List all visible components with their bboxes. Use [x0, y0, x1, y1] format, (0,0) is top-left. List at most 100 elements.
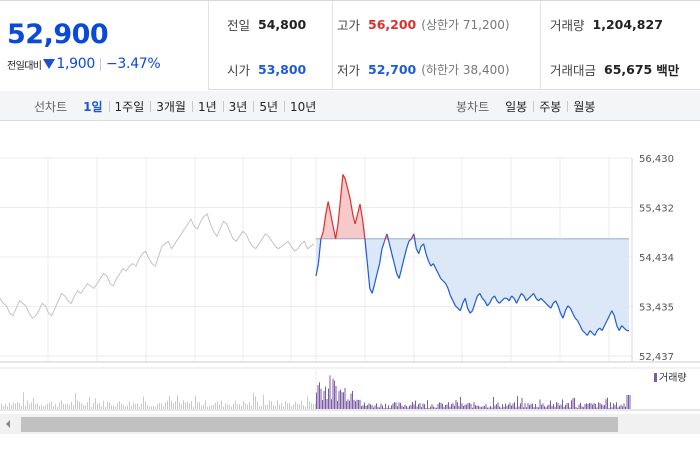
- volume-bar-today: [380, 403, 382, 409]
- tab-3year[interactable]: 3년: [222, 98, 254, 115]
- tab-1week[interactable]: 1주일: [108, 98, 151, 115]
- volume-bar-today: [436, 407, 437, 409]
- volume-bar-prev: [103, 400, 104, 409]
- volume-bar-prev: [89, 397, 90, 409]
- volume-legend: 거래량: [654, 372, 687, 384]
- volume-bar-today: [443, 407, 445, 409]
- down-triangle-icon: [43, 59, 56, 69]
- upper-limit: (상한가 71,200): [421, 17, 510, 32]
- volume-bar-prev: [5, 403, 6, 409]
- tab-weekly-candle[interactable]: 주봉: [533, 98, 567, 115]
- volume-bar-prev: [139, 406, 140, 409]
- volume-bar-today: [584, 404, 586, 409]
- volume-bar-prev: [219, 404, 220, 409]
- volume-bar-today: [488, 407, 490, 409]
- volume-bar-today: [629, 395, 631, 409]
- volume-bar-prev: [3, 406, 4, 409]
- volume-bar-prev: [129, 401, 130, 409]
- volume-bar-today: [388, 405, 389, 409]
- price-chart-svg: 56,430 55,432 54,434 53,435 52,437 거래량: [0, 154, 700, 434]
- volume-bar-today: [397, 406, 398, 409]
- volume-bar-today: [593, 403, 595, 409]
- stat-value: 52,700: [368, 61, 417, 77]
- price-line-segment: [493, 295, 498, 302]
- volume-bar-today: [428, 407, 430, 409]
- volume-bar-today: [463, 405, 464, 409]
- stat-unit: 백만: [656, 62, 680, 78]
- volume-bar-prev: [91, 406, 92, 409]
- volume-bar-prev: [23, 392, 24, 409]
- tab-10year[interactable]: 10년: [284, 98, 322, 115]
- price-line-segment: [574, 317, 579, 322]
- tab-3month[interactable]: 3개월: [150, 98, 192, 115]
- volume-bar-today: [547, 405, 548, 409]
- volume-bar-prev: [137, 403, 138, 409]
- volume-bar-prev: [143, 396, 144, 409]
- tab-1year[interactable]: 1년: [191, 98, 223, 115]
- volume-bar-today: [323, 390, 325, 409]
- candle-chart-tabs: 봉차트 일봉 주봉 월봉: [456, 91, 601, 121]
- price-line-segment: [391, 253, 395, 264]
- volume-bar-today: [551, 405, 553, 409]
- tab-monthly-candle[interactable]: 월봉: [567, 98, 601, 115]
- tab-5year[interactable]: 5년: [253, 98, 284, 115]
- volume-bar-prev: [315, 403, 316, 409]
- tab-daily-candle[interactable]: 일봉: [505, 99, 528, 114]
- volume-bar-today: [373, 407, 374, 409]
- price-line-segment: [462, 298, 466, 304]
- price-line-segment: [423, 243, 427, 254]
- volume-bar-prev: [35, 403, 36, 409]
- y-tick-label: 53,435: [639, 303, 674, 314]
- tab-1day[interactable]: 1일: [83, 99, 103, 114]
- price-line-segment: [415, 248, 420, 254]
- y-axis-ticks: 56,430 55,432 54,434 53,435 52,437: [639, 154, 674, 363]
- volume-bar-today: [457, 402, 458, 409]
- volume-bar-today: [464, 404, 466, 409]
- volume-bar-today: [616, 402, 617, 409]
- volume-bar-today: [358, 400, 359, 409]
- volume-bar-today: [538, 407, 539, 409]
- volume-bar-prev: [147, 405, 148, 409]
- volume-bar-today: [335, 386, 337, 409]
- volume-bar-today: [422, 403, 424, 409]
- volume-bar-today: [476, 405, 478, 409]
- price-line-segment: [442, 280, 447, 284]
- volume-bar-prev: [249, 401, 250, 409]
- volume-bar-prev: [309, 401, 310, 409]
- price-line-segment: [352, 213, 356, 225]
- volume-bar-today: [577, 407, 578, 409]
- volume-bar-today: [478, 405, 479, 409]
- stat-high: 고가 56,200 (상한가 71,200): [337, 16, 510, 33]
- volume-bar-today: [568, 403, 569, 409]
- volume-bar-today: [461, 403, 463, 409]
- volume-bar-today: [394, 402, 395, 409]
- volume-bar-prev: [305, 406, 306, 409]
- price-line-segment: [435, 268, 439, 274]
- scroll-left-arrow-icon[interactable]: [6, 420, 10, 428]
- volume-bar-prev: [95, 398, 96, 409]
- volume-bar-today: [595, 403, 596, 409]
- price-line-segment: [317, 238, 322, 264]
- volume-bar-today: [512, 403, 514, 409]
- volume-bar-prev: [93, 402, 94, 409]
- volume-bar-today: [460, 397, 461, 409]
- volume-bar-today: [487, 407, 488, 409]
- volume-bar-today: [451, 404, 452, 409]
- chart-scrollbar[interactable]: [0, 414, 700, 434]
- volume-bar-today: [382, 405, 383, 409]
- volume-bar-prev: [279, 404, 280, 409]
- price-line-segment: [508, 295, 513, 302]
- divider: [100, 57, 101, 71]
- volume-bar-prev: [311, 403, 312, 409]
- volume-bar-today: [553, 404, 554, 409]
- volume-bar-today: [466, 404, 467, 409]
- volume-bar-prev: [19, 403, 20, 409]
- volume-bar-prev: [127, 405, 128, 409]
- price-line-segment: [349, 199, 354, 215]
- volume-bar-today: [556, 402, 557, 409]
- price-line-segment: [533, 293, 537, 299]
- volume-bar-prev: [201, 405, 202, 409]
- scrollbar-thumb[interactable]: [21, 417, 618, 432]
- stat-label: 저가: [337, 62, 361, 78]
- price-line-segment: [577, 320, 581, 326]
